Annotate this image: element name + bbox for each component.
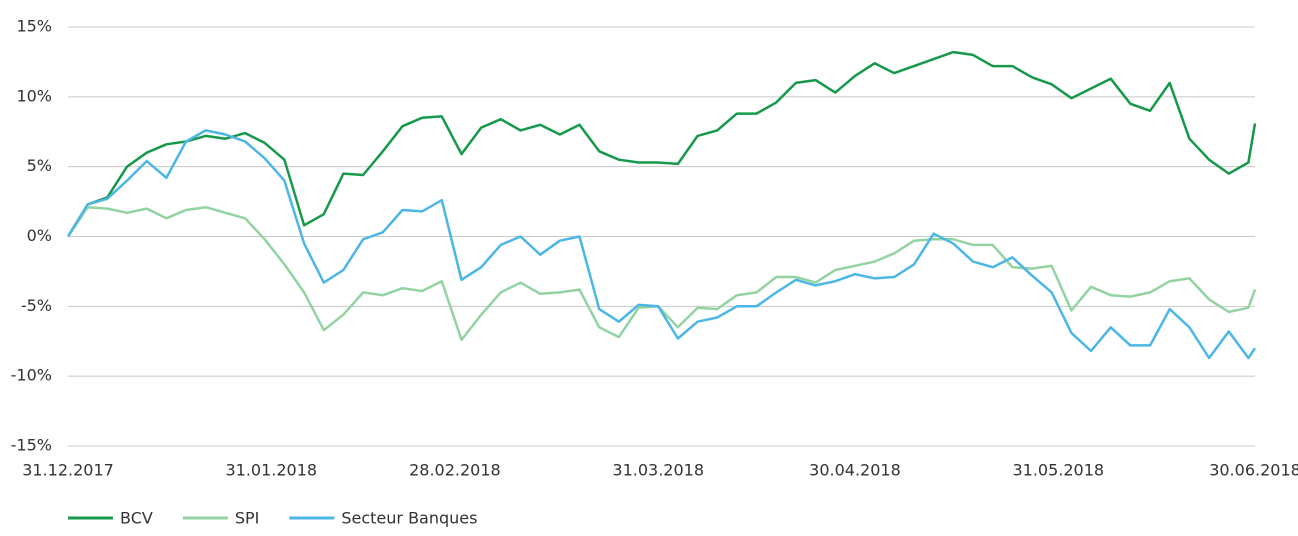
x-tick-label: 31.01.2018 <box>225 461 317 480</box>
y-tick-label: 5% <box>27 156 52 175</box>
y-tick-label: 15% <box>16 17 52 36</box>
x-tick-label: 31.03.2018 <box>612 461 704 480</box>
x-tick-label: 30.06.2018 <box>1209 461 1298 480</box>
x-tick-label: 28.02.2018 <box>409 461 501 480</box>
x-tick-label: 30.04.2018 <box>809 461 901 480</box>
series-line <box>66 50 1257 238</box>
y-tick-label: 10% <box>16 86 52 105</box>
y-tick-label: 0% <box>27 226 52 245</box>
y-tick-label: -5% <box>21 296 52 315</box>
legend-label: BCV <box>120 509 153 528</box>
series-line <box>66 129 1257 360</box>
series-line <box>66 205 1257 342</box>
legend-label: Secteur Banques <box>341 509 477 528</box>
y-tick-label: -15% <box>11 436 52 455</box>
legend-label: SPI <box>235 509 260 528</box>
y-tick-label: -10% <box>11 366 52 385</box>
x-tick-label: 31.12.2017 <box>22 461 114 480</box>
x-tick-label: 31.05.2018 <box>1012 461 1104 480</box>
